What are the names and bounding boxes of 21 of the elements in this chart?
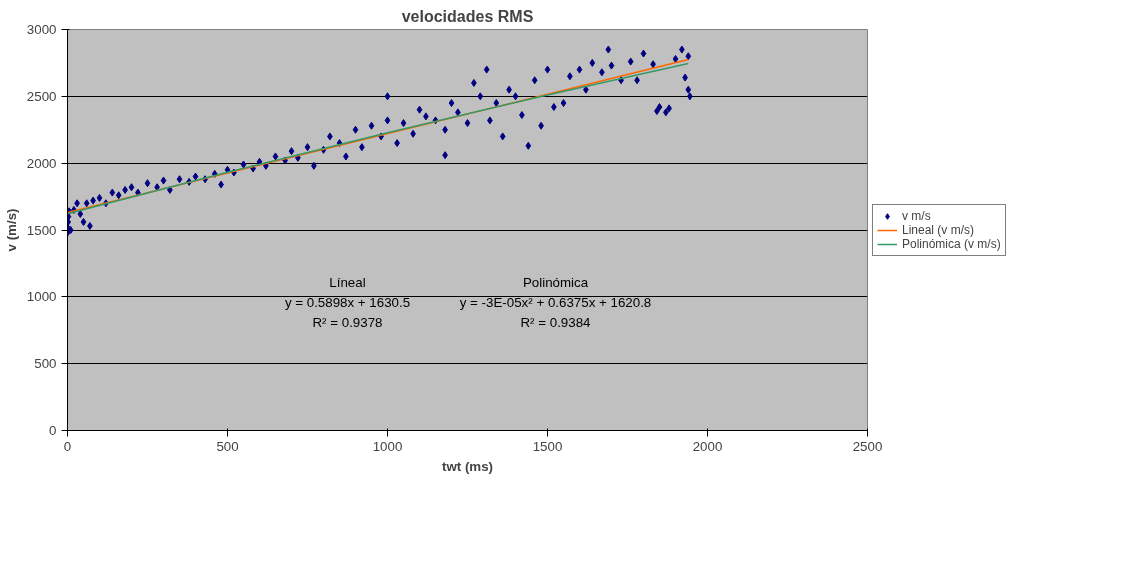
y-tick-label: 0 [49,423,57,438]
x-tick-label: 1500 [532,438,563,454]
y-tick-label: 1500 [26,222,57,238]
y-tick-label: 3000 [26,22,57,37]
x-tick-label: 0 [63,438,72,454]
legend-label: Polinómica (v m/s) [902,236,1001,251]
legend-label: Lineal (v m/s) [902,222,975,237]
annotation: Líneal y = 0.5898x + 1630.5 R² = 0.9378 [284,274,411,330]
x-tick-label: 2500 [852,438,883,454]
y-axis-title: v (m/s) [3,208,19,252]
chart-title: velocidades RMS [401,7,534,25]
x-tick-label: 1000 [372,438,403,454]
y-tick-label: 1000 [26,289,57,305]
x-axis-title: twt (ms) [441,458,494,474]
legend-label: v m/s [902,208,931,223]
annotation: Polinómica y = -3E-05x² + 0.6375x + 1620.8 R² = 0.9384 [459,274,652,330]
x-tick-label: 500 [216,438,239,454]
y-tick-label: 500 [34,356,57,372]
x-tick-label: 2000 [692,438,723,454]
y-tick-label: 2000 [26,155,57,171]
y-tick-label: 2500 [26,88,57,104]
